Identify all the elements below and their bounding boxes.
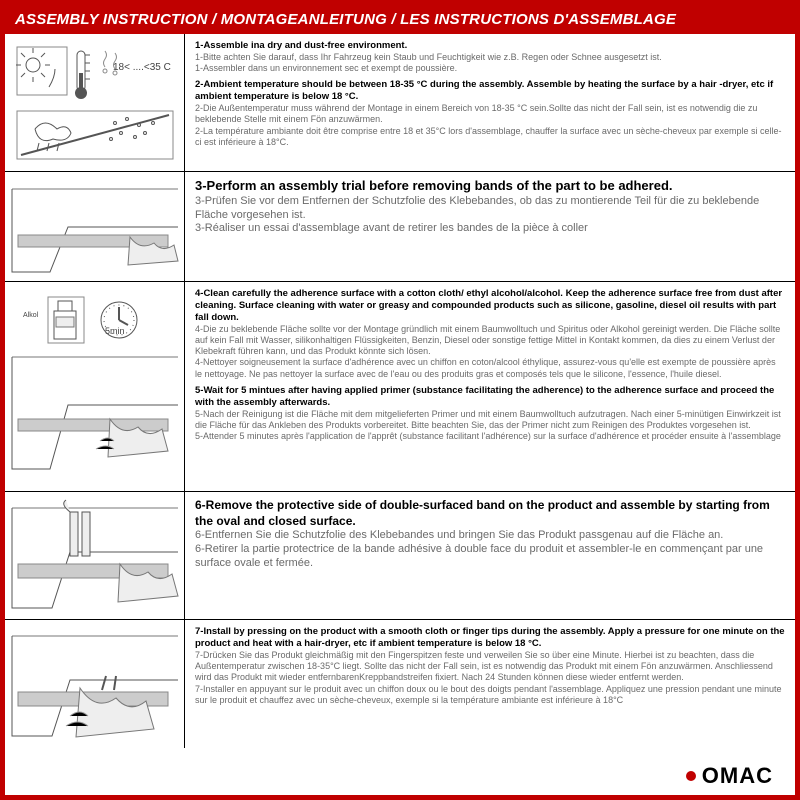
peel-tape-icon: [10, 498, 180, 614]
step-3-text: 3-Perform an assembly trial before remov…: [185, 172, 795, 281]
step4-de: 4-Die zu beklebende Fläche sollte vor de…: [195, 324, 785, 358]
step1-fr: 1-Assembler dans un environnement sec et…: [195, 63, 785, 74]
no-dust-rain-icon: [15, 109, 175, 161]
step-row-1-2: 18< ....<35 C 1-Assemble ina dry and dus…: [5, 34, 795, 172]
step1-de: 1-Bitte achten Sie darauf, dass Ihr Fahr…: [195, 52, 785, 63]
step6-de: 6-Entfernen Sie die Schutzfolie des Kleb…: [195, 529, 785, 543]
step2-title: 2-Ambient temperature should be between …: [195, 79, 785, 103]
step4-fr: 4-Nettoyer soigneusement la surface d'ad…: [195, 357, 785, 380]
step3-title: 3-Perform an assembly trial before remov…: [195, 178, 785, 195]
trial-fit-icon: [10, 177, 180, 277]
step-row-3: 3-Perform an assembly trial before remov…: [5, 172, 795, 282]
illustration-trial-fit: [5, 172, 185, 281]
illustration-press: [5, 620, 185, 748]
step6-fr: 6-Retirer la partie protectrice de la ba…: [195, 543, 785, 571]
alcohol-label: Alkol: [23, 312, 38, 319]
step-row-7: 7-Install by pressing on the product wit…: [5, 620, 795, 748]
assembly-instruction-sheet: ASSEMBLY INSTRUCTION / MONTAGEANLEITUNG …: [0, 0, 800, 800]
wait-label: 5min: [105, 326, 125, 336]
page-title: ASSEMBLY INSTRUCTION / MONTAGEANLEITUNG …: [5, 5, 795, 34]
instruction-rows: 18< ....<35 C 1-Assemble ina dry and dus…: [5, 34, 795, 795]
brand-footer: OMAC: [686, 763, 773, 789]
clock-5min-icon: [94, 295, 144, 345]
step1-title: 1-Assemble ina dry and dust-free environ…: [195, 40, 785, 52]
step-row-6: 6-Remove the protective side of double-s…: [5, 492, 795, 620]
illustration-clean-wait: Alkol 5min: [5, 282, 185, 491]
step2-fr: 2-La température ambiante doit être comp…: [195, 126, 785, 149]
step7-fr: 7-Installer en appuyant sur le produit a…: [195, 684, 785, 707]
step7-de: 7-Drücken Sie das Produkt gleichmäßig mi…: [195, 650, 785, 684]
illustration-env-temp: 18< ....<35 C: [5, 34, 185, 171]
brand-dot-icon: [686, 771, 696, 781]
step-4-5-text: 4-Clean carefully the adherence surface …: [185, 282, 795, 491]
wipe-surface-icon: [10, 349, 180, 479]
step5-fr: 5-Attender 5 minutes après l'application…: [195, 431, 785, 442]
step-6-text: 6-Remove the protective side of double-s…: [185, 492, 795, 619]
step3-de: 3-Prüfen Sie vor dem Entfernen der Schut…: [195, 195, 785, 223]
alcohol-bottle-icon: [46, 295, 86, 345]
step-row-4-5: Alkol 5min 4: [5, 282, 795, 492]
step-1-2-text: 1-Assemble ina dry and dust-free environ…: [185, 34, 795, 171]
brand-name: OMAC: [702, 763, 773, 789]
press-cloth-icon: [10, 626, 180, 742]
step7-title: 7-Install by pressing on the product wit…: [195, 626, 785, 650]
step4-title: 4-Clean carefully the adherence surface …: [195, 288, 785, 324]
temperature-range-label: 18< ....<35 C: [113, 62, 171, 73]
illustration-peel-tape: [5, 492, 185, 619]
step6-title: 6-Remove the protective side of double-s…: [195, 498, 785, 529]
step5-title: 5-Wait for 5 mintues after having applie…: [195, 385, 785, 409]
step5-de: 5-Nach der Reinigung ist die Fläche mit …: [195, 409, 785, 432]
sun-thermometer-icon: [15, 45, 175, 105]
step2-de: 2-Die Außentemperatur muss während der M…: [195, 103, 785, 126]
step3-fr: 3-Réaliser un essai d'assemblage avant d…: [195, 222, 785, 236]
step-7-text: 7-Install by pressing on the product wit…: [185, 620, 795, 748]
